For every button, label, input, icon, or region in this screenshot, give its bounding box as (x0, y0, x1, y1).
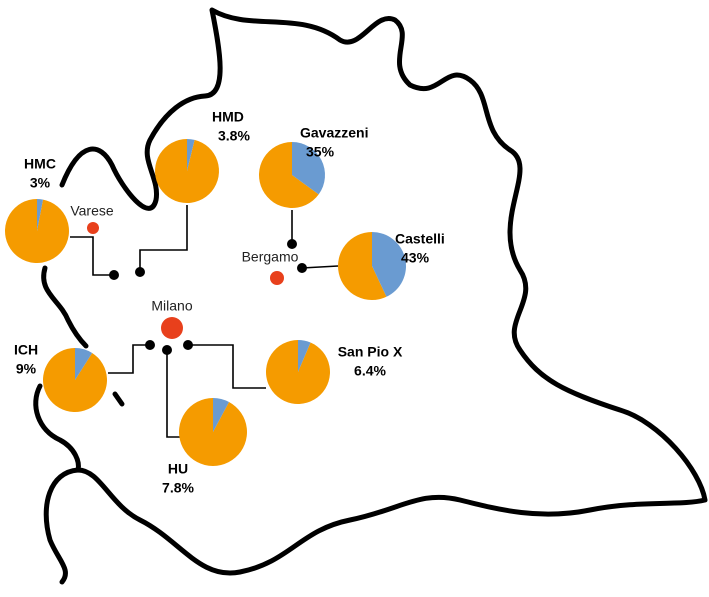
connector-dot (162, 345, 172, 355)
connector (70, 236, 114, 276)
hospital-share: 6.4% (354, 363, 386, 379)
connector-dot (287, 239, 297, 249)
connectors (70, 205, 339, 438)
pie-rest (338, 232, 387, 301)
connector (301, 265, 339, 269)
city-name: Varese (70, 203, 114, 219)
hospital-name: ICH (14, 342, 38, 358)
pie-share (187, 139, 195, 171)
hospital-name: HU (168, 461, 188, 477)
hospital-name: HMC (24, 156, 56, 172)
hospital-share: 43% (401, 250, 430, 266)
city-dot (270, 271, 284, 285)
pie-share (75, 348, 93, 380)
pie-rest (5, 199, 70, 263)
pie-share (298, 340, 311, 372)
hospital-share: 7.8% (162, 480, 194, 496)
region-outline (41, 265, 89, 349)
pie-share (213, 397, 230, 432)
pie-rest (42, 348, 107, 413)
city-name: Bergamo (242, 249, 299, 265)
region-outline (112, 391, 125, 407)
hospital-name: Castelli (395, 231, 445, 247)
connector (108, 344, 150, 374)
pie-rest (178, 398, 247, 466)
hospital-share: 35% (306, 144, 335, 160)
hospital-name: Gavazzeni (300, 125, 368, 141)
connector-dot (183, 340, 193, 350)
connector-dot (135, 267, 145, 277)
pie-share (372, 232, 406, 297)
pie-rest (259, 142, 319, 209)
city-name: Milano (151, 298, 192, 314)
city-dot (161, 317, 183, 339)
hospital-share: 3% (30, 175, 51, 191)
region-outline (33, 383, 81, 473)
region-outline (43, 7, 708, 585)
connector-dot (109, 270, 119, 280)
pie-rest (265, 340, 330, 404)
hospital-share: 9% (16, 361, 37, 377)
pie-rest (154, 139, 219, 203)
connector (188, 344, 266, 389)
hospital-share: 3.8% (218, 128, 250, 144)
hospital-name: HMD (212, 109, 244, 125)
connector-dot (297, 263, 307, 273)
city-dot (87, 222, 99, 234)
connector-dot (145, 340, 155, 350)
connector (139, 205, 188, 272)
connector (166, 350, 180, 438)
hospital-name: San Pio X (338, 344, 403, 360)
pie-share (37, 199, 43, 231)
pie-share (292, 142, 325, 195)
